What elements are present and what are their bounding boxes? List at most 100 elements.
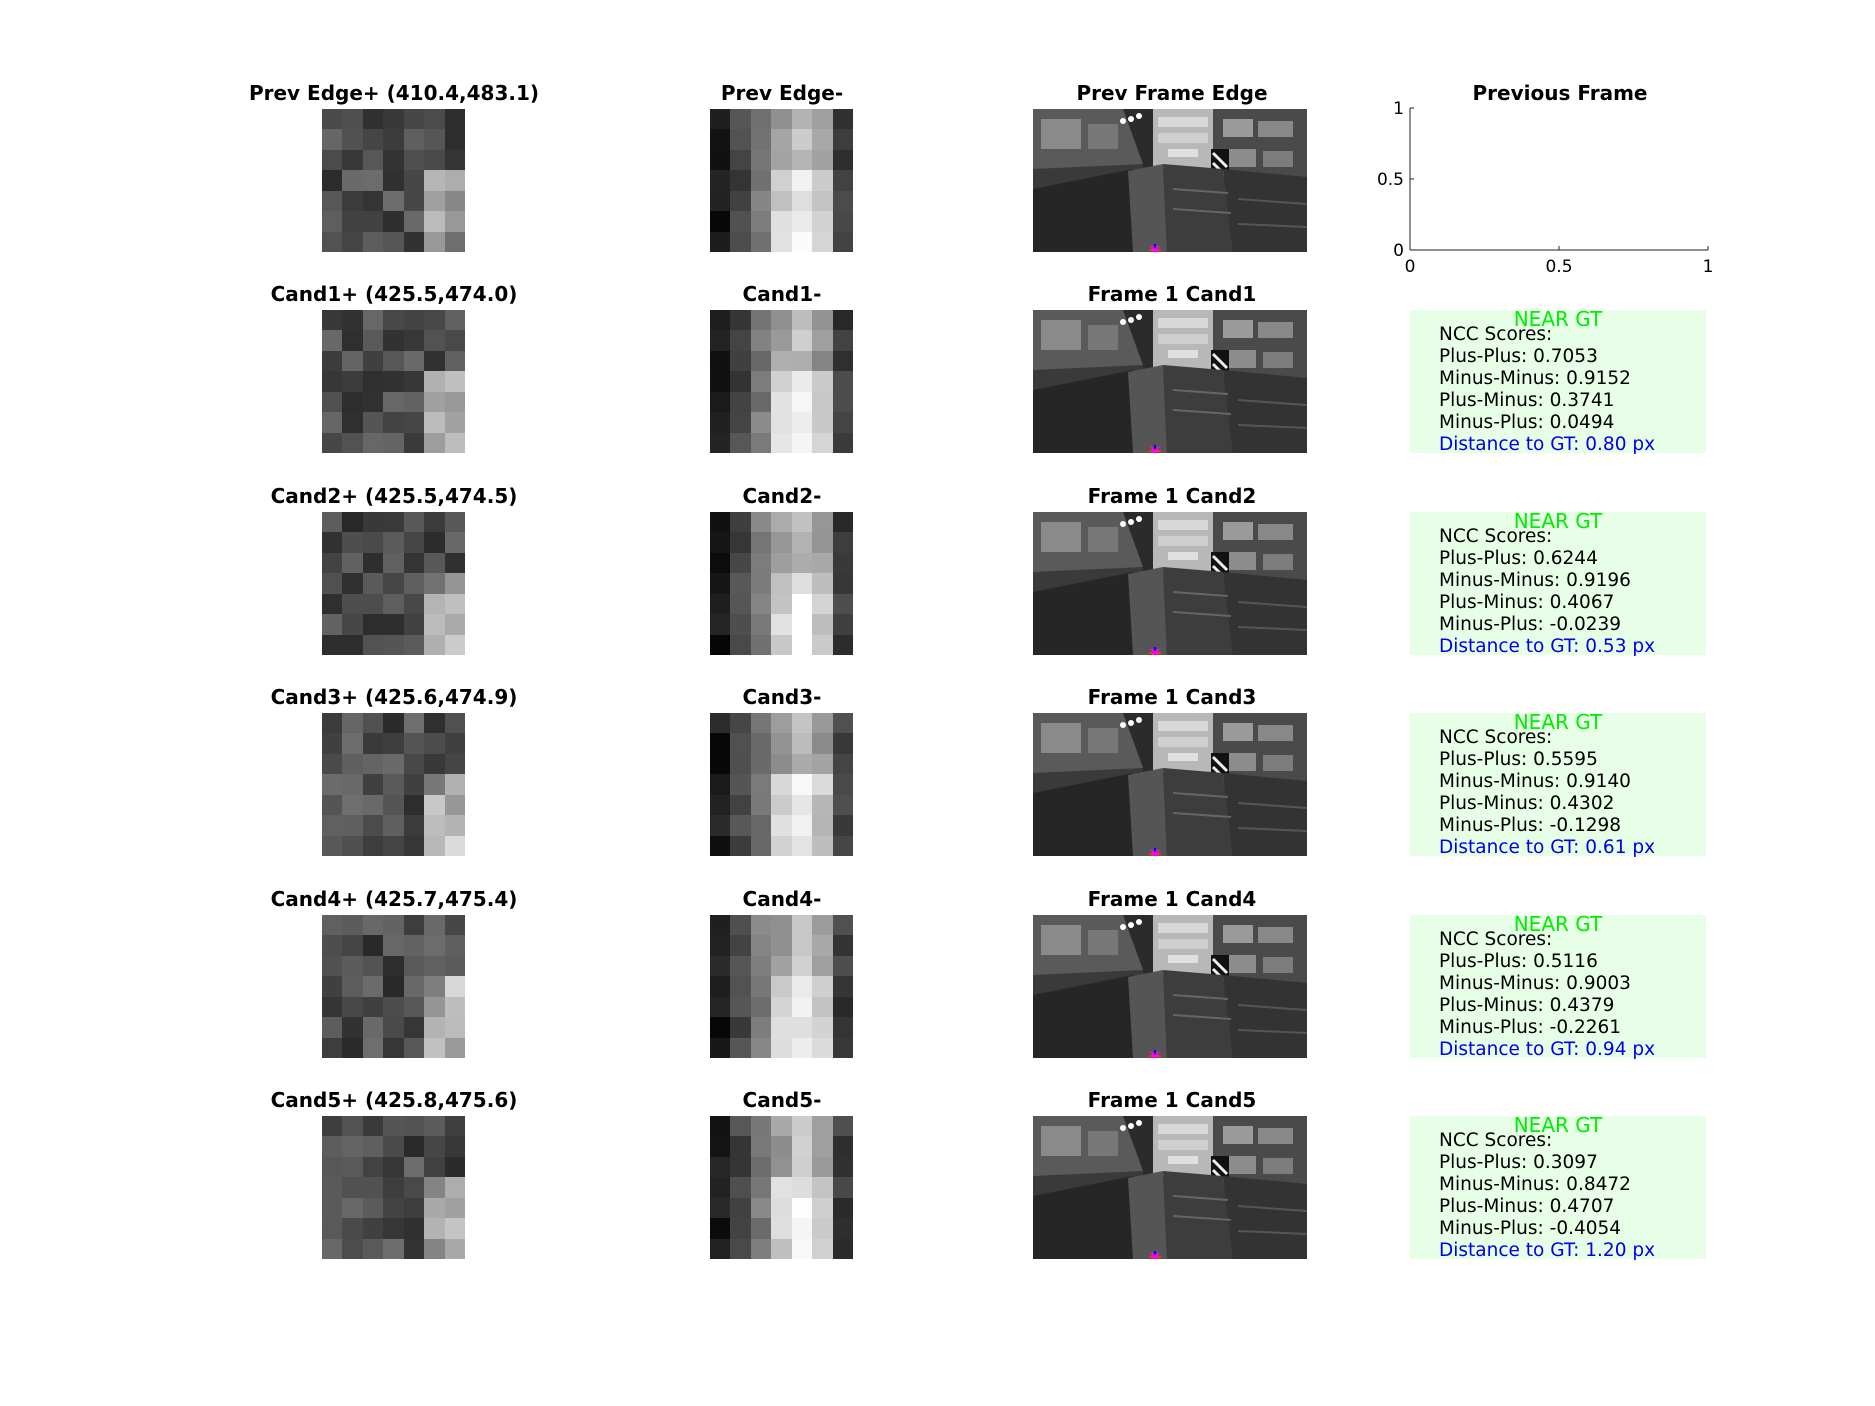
patch-pixel xyxy=(444,1156,465,1178)
patch-pixel xyxy=(812,1037,833,1058)
minus-plus-score: Minus-Plus: -0.0239 xyxy=(1439,614,1622,635)
cand-plus-title: Cand2+ (425.5,474.5) xyxy=(270,484,518,508)
candidate-marker-icon xyxy=(1149,1050,1161,1058)
patch-pixel xyxy=(322,350,343,372)
patch-pixel xyxy=(322,593,343,615)
patch-pixel xyxy=(791,1037,813,1058)
patch-pixel xyxy=(832,552,853,574)
candidate-marker-icon xyxy=(1149,1251,1161,1259)
patch-pixel xyxy=(322,1218,343,1239)
patch-pixel xyxy=(424,996,445,1018)
cand-frame-title: Frame 1 Cand1 xyxy=(1087,282,1257,306)
patch-pixel xyxy=(771,371,792,392)
patch-pixel xyxy=(403,1218,425,1239)
patch-pixel xyxy=(812,1218,833,1239)
patch-pixel xyxy=(812,211,833,232)
patch-pixel xyxy=(342,1136,363,1157)
patch-pixel xyxy=(322,634,343,655)
patch-pixel xyxy=(791,190,813,212)
patch-pixel xyxy=(771,1197,792,1219)
patch-pixel xyxy=(424,753,445,775)
patch-pixel xyxy=(362,573,384,594)
patch-pixel xyxy=(342,1037,363,1058)
patch-pixel xyxy=(322,310,343,331)
plus-plus-score: Plus-Plus: 0.5116 xyxy=(1439,951,1598,972)
patch-pixel xyxy=(403,211,425,232)
patch-pixel xyxy=(424,1238,445,1259)
patch-pixel xyxy=(362,713,384,734)
patch-pixel xyxy=(710,614,731,635)
minus-plus-score: Minus-Plus: -0.4054 xyxy=(1439,1218,1622,1239)
patch-pixel xyxy=(322,1156,343,1178)
patch-pixel xyxy=(403,231,425,252)
patch-pixel xyxy=(750,996,772,1018)
x-tick-label-0-5: 0.5 xyxy=(1545,257,1572,277)
warehouse-scene-icon xyxy=(1033,310,1307,453)
patch-pixel xyxy=(730,552,751,574)
patch-pixel xyxy=(444,955,465,977)
patch-pixel xyxy=(832,1116,853,1137)
patch-pixel xyxy=(342,190,363,212)
patch-pixel xyxy=(771,1238,792,1259)
patch-pixel xyxy=(424,815,445,836)
patch-pixel xyxy=(342,935,363,956)
patch-pixel xyxy=(710,532,731,553)
patch-pixel xyxy=(403,614,425,635)
patch-pixel xyxy=(791,512,813,533)
distance-to-gt: Distance to GT: 0.53 px xyxy=(1439,636,1656,657)
cand-plus-patch xyxy=(322,915,465,1058)
patch-pixel xyxy=(791,310,813,331)
patch-pixel xyxy=(444,170,465,191)
patch-pixel xyxy=(710,1156,731,1178)
warehouse-scene-icon xyxy=(1033,1116,1307,1259)
patch-pixel xyxy=(383,976,404,997)
patch-pixel xyxy=(730,733,751,754)
patch-pixel xyxy=(403,1037,425,1058)
patch-pixel xyxy=(444,935,465,956)
patch-pixel xyxy=(832,835,853,856)
patch-pixel xyxy=(362,512,384,533)
patch-pixel xyxy=(403,976,425,997)
patch-pixel xyxy=(750,412,772,433)
patch-pixel xyxy=(383,593,404,615)
patch-pixel xyxy=(362,149,384,171)
patch-pixel xyxy=(812,432,833,453)
patch-pixel xyxy=(730,815,751,836)
patch-pixel xyxy=(424,1197,445,1219)
patch-pixel xyxy=(730,1116,751,1137)
patch-pixel xyxy=(403,573,425,594)
patch-pixel xyxy=(710,1197,731,1219)
distance-to-gt: Distance to GT: 0.80 px xyxy=(1439,434,1656,455)
patch-pixel xyxy=(750,915,772,936)
patch-pixel xyxy=(832,1136,853,1157)
patch-pixel xyxy=(403,1136,425,1157)
patch-pixel xyxy=(444,532,465,553)
patch-pixel xyxy=(771,835,792,856)
patch-pixel xyxy=(791,774,813,795)
cand-minus-patch xyxy=(710,713,853,856)
patch-pixel xyxy=(383,1197,404,1219)
patch-pixel xyxy=(791,1238,813,1259)
patch-pixel xyxy=(383,1177,404,1198)
patch-pixel xyxy=(812,1116,833,1137)
patch-pixel xyxy=(730,512,751,533)
patch-pixel xyxy=(750,614,772,635)
patch-pixel xyxy=(771,976,792,997)
patch-pixel xyxy=(342,532,363,553)
patch-pixel xyxy=(771,190,792,212)
cand-frame-image xyxy=(1033,713,1307,856)
patch-pixel xyxy=(812,391,833,413)
warehouse-scene-icon xyxy=(1033,915,1307,1058)
patch-pixel xyxy=(750,1177,772,1198)
patch-pixel xyxy=(710,1136,731,1157)
patch-pixel xyxy=(710,713,731,734)
patch-pixel xyxy=(383,1136,404,1157)
patch-pixel xyxy=(710,432,731,453)
cand-minus-title: Cand2- xyxy=(742,484,822,508)
distance-to-gt: Distance to GT: 1.20 px xyxy=(1439,1240,1656,1261)
patch-pixel xyxy=(322,190,343,212)
patch-pixel xyxy=(812,774,833,795)
patch-pixel xyxy=(342,412,363,433)
patch-pixel xyxy=(710,935,731,956)
patch-pixel xyxy=(771,211,792,232)
